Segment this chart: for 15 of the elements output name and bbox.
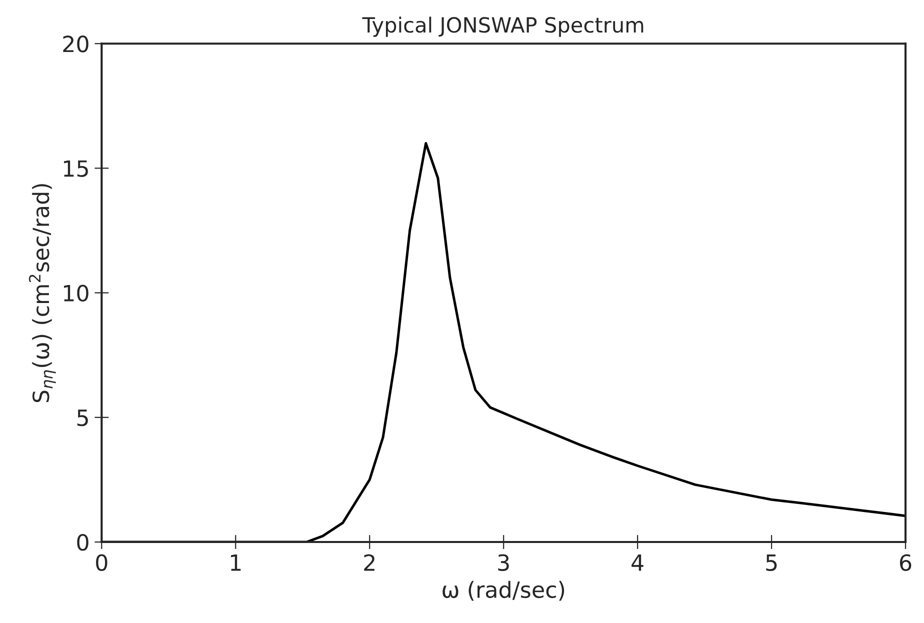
y-tick-label: 20 [63,36,88,52]
y-tick-label: 15 [64,160,88,177]
y-tick-label: 5 [77,410,88,426]
x-tick-label: 0 [96,554,108,572]
x-tick-label: 1 [230,554,241,571]
x-tick-label: 2 [364,554,374,571]
y-tick-label: 10 [64,284,88,302]
y-axis-title: S$_{ηη}$(ω) (cm$^{2}$sec/rad) [28,184,56,402]
y-tick-label: 0 [77,534,88,551]
x-tick-label: 3 [498,554,509,572]
chart-title: Typical JONSWAP Spectrum [362,16,644,37]
x-axis-title: ω (rad/sec) [442,580,564,601]
x-tick-label: 4 [632,554,644,571]
x-tick-label: 5 [766,554,777,572]
x-tick-label: 6 [900,554,912,572]
